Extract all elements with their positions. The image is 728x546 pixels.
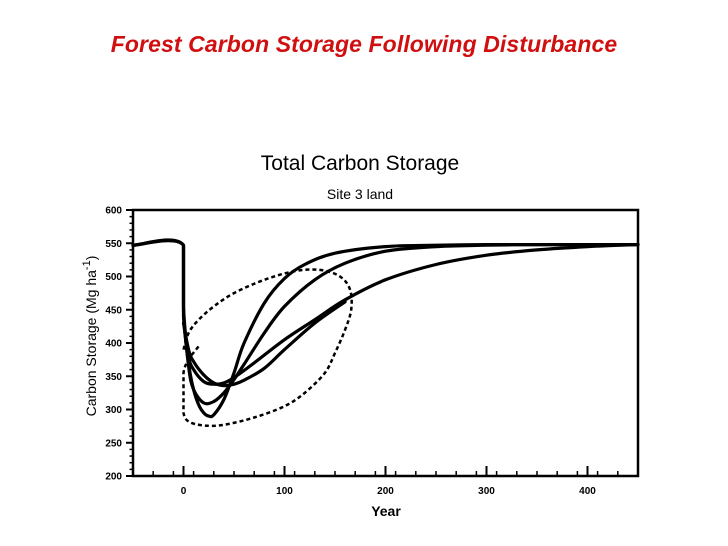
y-tick-label: 450 [105, 305, 122, 316]
y-tick-label: 350 [105, 372, 122, 383]
x-tick-label: 400 [579, 486, 596, 497]
series-line-4 [181, 300, 347, 388]
x-axis-label: Year [371, 503, 401, 519]
series-layer [131, 238, 640, 428]
y-tick-label: 600 [105, 206, 122, 217]
series-line-5 [182, 268, 353, 428]
x-tick-label: 100 [276, 486, 293, 497]
chart-subtitle: Site 3 land [327, 186, 393, 202]
chart-title: Total Carbon Storage [261, 152, 459, 175]
y-tick-label: 250 [105, 438, 122, 449]
x-tick-label: 200 [377, 486, 394, 497]
y-axis-label-main: Carbon Storage (Mg ha [83, 270, 99, 417]
series-line-2 [131, 238, 640, 406]
slide-title: Forest Carbon Storage Following Disturba… [110, 31, 618, 57]
series-line-3 [131, 238, 640, 386]
y-tick-label: 400 [105, 339, 122, 350]
ticks-layer: 200 250 300 350 400 450 500 550 600 0 100 200 300 400 [105, 206, 619, 497]
y-axis-label-sup: -1 [81, 260, 93, 270]
y-tick-label: 500 [105, 272, 122, 283]
series-line-1 [131, 239, 640, 419]
y-axis-label-close: ) [83, 256, 99, 261]
y-tick-label: 550 [105, 239, 122, 250]
y-tick-label: 200 [105, 472, 122, 483]
x-tick-label: 0 [181, 486, 187, 497]
y-tick-label: 300 [105, 405, 122, 416]
y-axis-label: Carbon Storage (Mg ha-1) [81, 256, 99, 417]
x-tick-label: 300 [478, 486, 495, 497]
